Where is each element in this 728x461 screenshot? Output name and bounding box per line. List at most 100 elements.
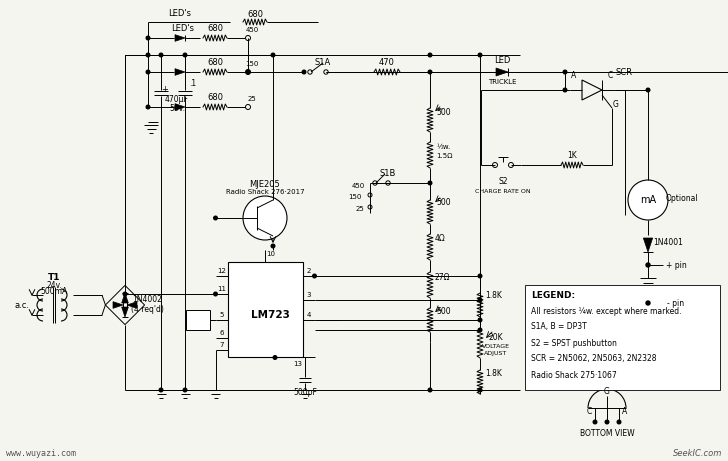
Text: SeekIC.com: SeekIC.com: [673, 449, 722, 457]
Text: 12: 12: [217, 268, 226, 274]
Text: S1A: S1A: [315, 58, 331, 66]
Circle shape: [428, 70, 432, 74]
Text: 1.8K: 1.8K: [486, 368, 502, 378]
Text: 4: 4: [306, 312, 311, 318]
Circle shape: [146, 36, 150, 40]
Circle shape: [428, 388, 432, 392]
Text: (4 req'd): (4 req'd): [130, 306, 164, 314]
Text: .1: .1: [189, 78, 197, 88]
Text: 20K: 20K: [488, 333, 503, 343]
Text: 1K: 1K: [567, 150, 577, 160]
Text: LED: LED: [494, 55, 510, 65]
Text: MJE205: MJE205: [250, 179, 280, 189]
Polygon shape: [175, 69, 185, 75]
Bar: [227, 262, 303, 357]
Circle shape: [628, 180, 668, 220]
Circle shape: [593, 420, 597, 424]
Text: 27Ω: 27Ω: [434, 272, 450, 282]
Text: a.c.: a.c.: [15, 301, 30, 309]
Text: G: G: [613, 100, 619, 108]
Circle shape: [605, 420, 609, 424]
Polygon shape: [496, 68, 508, 76]
Circle shape: [478, 298, 482, 302]
Text: 1N4002: 1N4002: [132, 296, 162, 305]
Circle shape: [272, 53, 274, 57]
Circle shape: [646, 301, 650, 305]
Bar: [525, 285, 720, 390]
Circle shape: [159, 388, 163, 392]
Polygon shape: [122, 307, 128, 317]
Text: Radio Shack 276·2017: Radio Shack 276·2017: [226, 189, 304, 195]
Circle shape: [214, 292, 217, 296]
Text: 4Ω: 4Ω: [435, 234, 446, 242]
Circle shape: [183, 53, 187, 57]
Circle shape: [646, 88, 650, 92]
Text: 450: 450: [245, 27, 258, 33]
Circle shape: [146, 105, 150, 109]
Circle shape: [428, 53, 432, 57]
Text: 25: 25: [248, 96, 256, 102]
Text: A: A: [571, 71, 577, 79]
Text: 680: 680: [207, 24, 223, 32]
Text: LED's: LED's: [172, 24, 194, 32]
Circle shape: [563, 88, 567, 92]
Circle shape: [302, 70, 306, 74]
Polygon shape: [644, 238, 653, 252]
Circle shape: [183, 388, 187, 392]
Circle shape: [214, 216, 217, 220]
Text: T1: T1: [48, 272, 60, 282]
Text: SCR: SCR: [615, 67, 633, 77]
Text: LED's: LED's: [168, 8, 191, 18]
Circle shape: [146, 53, 150, 57]
Text: 470µF: 470µF: [165, 95, 189, 104]
Circle shape: [159, 53, 163, 57]
Text: BOTTOM VIEW: BOTTOM VIEW: [579, 429, 634, 437]
Text: 6: 6: [219, 330, 223, 336]
Text: 500: 500: [437, 107, 451, 117]
Text: 680: 680: [207, 58, 223, 66]
Text: www.wuyazi.com: www.wuyazi.com: [6, 449, 76, 457]
Text: 500: 500: [437, 197, 451, 207]
Text: S2 = SPST pushbutton: S2 = SPST pushbutton: [531, 338, 617, 348]
Text: 1N4001: 1N4001: [653, 237, 683, 247]
Circle shape: [478, 53, 482, 57]
Text: 680: 680: [207, 93, 223, 101]
Text: ADJUST: ADJUST: [484, 351, 507, 356]
Text: + pin: + pin: [665, 260, 687, 270]
Text: 450: 450: [352, 183, 365, 189]
Circle shape: [243, 196, 287, 240]
Text: A: A: [622, 408, 628, 416]
Bar: [186, 310, 210, 330]
Circle shape: [273, 356, 277, 359]
Text: 1.8K: 1.8K: [486, 291, 502, 301]
Text: S1B: S1B: [380, 169, 396, 177]
Text: 470: 470: [379, 58, 395, 66]
Text: C: C: [607, 71, 613, 79]
Text: SCR = 2N5062, 2N5063, 2N2328: SCR = 2N5062, 2N5063, 2N2328: [531, 355, 657, 364]
Circle shape: [272, 244, 274, 248]
Text: 25: 25: [355, 206, 365, 212]
Text: 10: 10: [266, 252, 275, 258]
Text: All resistors ¼w. except where marked.: All resistors ¼w. except where marked.: [531, 307, 681, 315]
Text: 13: 13: [293, 361, 302, 367]
Polygon shape: [127, 301, 137, 308]
Text: 5: 5: [219, 312, 223, 318]
Circle shape: [478, 274, 482, 278]
Circle shape: [313, 274, 316, 278]
Text: 11: 11: [217, 286, 226, 292]
Text: 500: 500: [437, 307, 451, 317]
Text: LEGEND:: LEGEND:: [531, 290, 575, 300]
Text: 3: 3: [306, 292, 311, 298]
Polygon shape: [122, 293, 128, 303]
Circle shape: [478, 388, 482, 392]
Text: Radio Shack 275·1067: Radio Shack 275·1067: [531, 371, 617, 379]
Text: S1A, B = DP3T: S1A, B = DP3T: [531, 323, 587, 331]
Text: ½w.: ½w.: [437, 144, 451, 150]
Text: 500mA: 500mA: [40, 288, 68, 296]
Text: C: C: [586, 408, 592, 416]
Text: 1.5Ω: 1.5Ω: [436, 153, 452, 159]
Text: 680: 680: [247, 10, 263, 18]
Text: 500pF: 500pF: [293, 388, 317, 397]
Circle shape: [123, 292, 127, 296]
Circle shape: [428, 181, 432, 185]
